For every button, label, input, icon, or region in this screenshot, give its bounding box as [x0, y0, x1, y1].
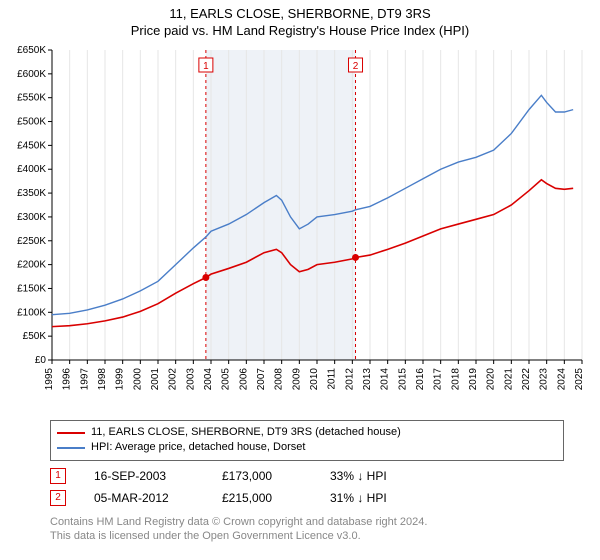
- svg-text:2000: 2000: [132, 368, 143, 391]
- svg-text:£250K: £250K: [17, 236, 46, 247]
- svg-text:1995: 1995: [44, 368, 55, 391]
- svg-text:2: 2: [353, 61, 359, 72]
- svg-text:1996: 1996: [62, 368, 73, 391]
- svg-text:£400K: £400K: [17, 164, 46, 175]
- svg-text:£150K: £150K: [17, 283, 46, 294]
- chart-title: 11, EARLS CLOSE, SHERBORNE, DT9 3RS: [0, 0, 600, 21]
- svg-text:2008: 2008: [274, 368, 285, 391]
- legend-swatch: [57, 432, 85, 434]
- svg-text:2025: 2025: [574, 368, 585, 391]
- svg-text:£600K: £600K: [17, 69, 46, 80]
- svg-text:2004: 2004: [203, 368, 214, 391]
- svg-text:£200K: £200K: [17, 260, 46, 271]
- transaction-date: 16-SEP-2003: [94, 469, 194, 483]
- svg-text:£500K: £500K: [17, 117, 46, 128]
- transaction-price: £215,000: [222, 491, 302, 505]
- legend-label: 11, EARLS CLOSE, SHERBORNE, DT9 3RS (det…: [91, 425, 401, 440]
- svg-text:£350K: £350K: [17, 188, 46, 199]
- event-number: 1: [55, 471, 61, 481]
- svg-text:£550K: £550K: [17, 93, 46, 104]
- transaction-vs-hpi: 33% ↓ HPI: [330, 469, 430, 483]
- svg-text:2014: 2014: [380, 368, 391, 391]
- svg-text:£300K: £300K: [17, 212, 46, 223]
- svg-text:2002: 2002: [168, 368, 179, 391]
- legend-item: 11, EARLS CLOSE, SHERBORNE, DT9 3RS (det…: [57, 425, 557, 440]
- svg-text:2018: 2018: [450, 368, 461, 391]
- line-chart: 1995 1996 1997 1998 1999 2000 2001 2002 2003 2004…: [0, 44, 600, 414]
- chart-area: 1995 1996 1997 1998 1999 2000 2001 2002 2003 2004…: [0, 44, 600, 414]
- table-row: 2 05-MAR-2012 £215,000 31% ↓ HPI: [50, 487, 560, 509]
- svg-text:2015: 2015: [397, 368, 408, 391]
- event-marker: 2: [50, 490, 66, 506]
- svg-text:£650K: £650K: [17, 45, 46, 56]
- svg-text:2006: 2006: [238, 368, 249, 391]
- svg-text:2020: 2020: [486, 368, 497, 391]
- event-marker: 1: [50, 468, 66, 484]
- transaction-vs-hpi: 31% ↓ HPI: [330, 491, 430, 505]
- legend-swatch: [57, 447, 85, 449]
- svg-text:2011: 2011: [327, 368, 338, 390]
- svg-text:2010: 2010: [309, 368, 320, 391]
- table-row: 1 16-SEP-2003 £173,000 33% ↓ HPI: [50, 465, 560, 487]
- transaction-price: £173,000: [222, 469, 302, 483]
- svg-text:2013: 2013: [362, 368, 373, 391]
- svg-text:2022: 2022: [521, 368, 532, 391]
- svg-text:2009: 2009: [291, 368, 302, 391]
- legend-label: HPI: Average price, detached house, Dors…: [91, 440, 305, 455]
- svg-text:£450K: £450K: [17, 140, 46, 151]
- svg-text:£0: £0: [35, 355, 47, 366]
- svg-text:2016: 2016: [415, 368, 426, 391]
- footer-line: Contains HM Land Registry data © Crown c…: [50, 515, 560, 529]
- event-number: 2: [55, 493, 61, 503]
- svg-text:£100K: £100K: [17, 307, 46, 318]
- svg-text:2017: 2017: [433, 368, 444, 391]
- svg-text:2023: 2023: [539, 368, 550, 391]
- legend-item: HPI: Average price, detached house, Dors…: [57, 440, 557, 455]
- svg-text:2007: 2007: [256, 368, 267, 391]
- footer-attribution: Contains HM Land Registry data © Crown c…: [50, 515, 560, 544]
- transactions-table: 1 16-SEP-2003 £173,000 33% ↓ HPI 2 05-MA…: [50, 465, 560, 509]
- svg-text:2019: 2019: [468, 368, 479, 391]
- svg-text:2012: 2012: [344, 368, 355, 391]
- figure-container: 11, EARLS CLOSE, SHERBORNE, DT9 3RS Pric…: [0, 0, 600, 560]
- svg-text:1999: 1999: [115, 368, 126, 391]
- svg-text:1998: 1998: [97, 368, 108, 391]
- svg-text:£50K: £50K: [23, 331, 47, 342]
- svg-text:2024: 2024: [556, 368, 567, 391]
- svg-text:2021: 2021: [503, 368, 514, 391]
- svg-text:1: 1: [203, 61, 209, 72]
- svg-text:1997: 1997: [79, 368, 90, 391]
- chart-subtitle: Price paid vs. HM Land Registry's House …: [0, 21, 600, 38]
- footer-line: This data is licensed under the Open Gov…: [50, 529, 560, 543]
- transaction-date: 05-MAR-2012: [94, 491, 194, 505]
- legend: 11, EARLS CLOSE, SHERBORNE, DT9 3RS (det…: [50, 420, 564, 461]
- svg-text:2001: 2001: [150, 368, 161, 391]
- svg-text:2003: 2003: [185, 368, 196, 391]
- svg-text:2005: 2005: [221, 368, 232, 391]
